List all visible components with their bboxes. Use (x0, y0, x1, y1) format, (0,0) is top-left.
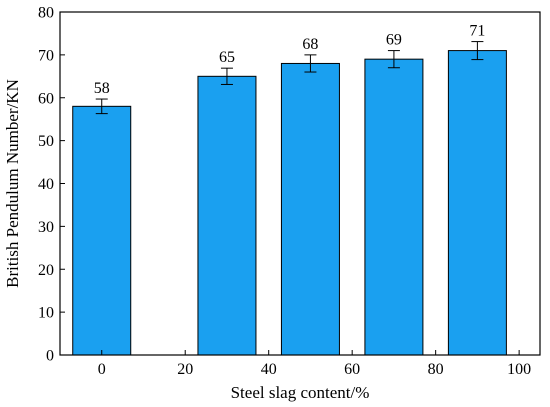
bar (280, 62, 340, 356)
y-axis-label: British Pendulum Number/KN (3, 79, 22, 288)
data-label: 65 (219, 49, 235, 66)
data-label: 71 (469, 23, 485, 40)
bar (72, 105, 132, 356)
bars-layer (72, 50, 507, 356)
y-tick-label: 20 (38, 262, 54, 279)
x-tick-label: 100 (507, 361, 531, 378)
data-label: 58 (94, 80, 110, 97)
data-label: 69 (386, 32, 402, 49)
data-labels-layer: 58 65 68 69 71 (94, 23, 486, 97)
x-axis-ticks: 0 20 40 60 80 100 (98, 350, 531, 378)
x-tick-label: 20 (177, 361, 193, 378)
x-axis-label: Steel slag content/% (231, 383, 370, 402)
bar (197, 75, 257, 356)
x-tick-label: 0 (98, 361, 106, 378)
y-tick-label: 10 (38, 305, 54, 322)
y-axis-ticks: 0 10 20 30 40 50 60 70 80 (38, 5, 65, 365)
y-tick-label: 50 (38, 133, 54, 150)
x-tick-label: 40 (261, 361, 277, 378)
y-tick-label: 70 (38, 47, 54, 64)
y-tick-label: 30 (38, 219, 54, 236)
y-tick-label: 80 (38, 5, 54, 22)
bar (447, 50, 507, 356)
x-tick-label: 60 (344, 361, 360, 378)
y-tick-label: 40 (38, 176, 54, 193)
bar (364, 58, 424, 356)
y-tick-label: 0 (46, 348, 54, 365)
error-bars-layer (95, 41, 484, 115)
x-tick-label: 80 (428, 361, 444, 378)
data-label: 68 (302, 36, 318, 53)
y-tick-label: 60 (38, 90, 54, 107)
